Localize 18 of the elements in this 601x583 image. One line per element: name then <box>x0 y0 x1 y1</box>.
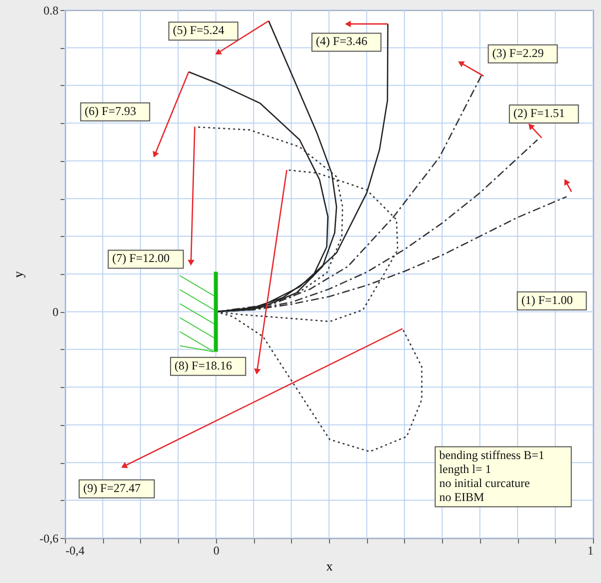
annotation: (5) F=5.24 <box>172 23 224 38</box>
annotation: (3) F=2.29 <box>492 46 544 60</box>
annotation: (7) F=12.00 <box>112 251 170 266</box>
x-tick-label: 0 <box>213 544 220 558</box>
annotation: (4) F=3.46 <box>316 34 368 48</box>
x-tick-label: -0,4 <box>66 544 84 558</box>
annotation: (6) F=7.93 <box>84 104 136 118</box>
y-tick-label: 0.8 <box>44 4 58 18</box>
x-tick-label: 1 <box>588 544 594 558</box>
y-axis-title: y <box>10 270 26 278</box>
annotation: (9) F=27.47 <box>83 480 141 495</box>
annotation: (1) F=1.00 <box>521 292 573 307</box>
annotation: bending stiffness B=1 length l= 1 no initial curcature no EIBM <box>439 448 544 504</box>
y-tick-label: -0,6 <box>40 532 58 546</box>
y-tick-label: 0 <box>52 305 58 320</box>
annotation: (8) F=18.16 <box>174 358 232 372</box>
annotation: (2) F=1.51 <box>513 106 565 120</box>
x-axis-title: x <box>326 558 334 574</box>
